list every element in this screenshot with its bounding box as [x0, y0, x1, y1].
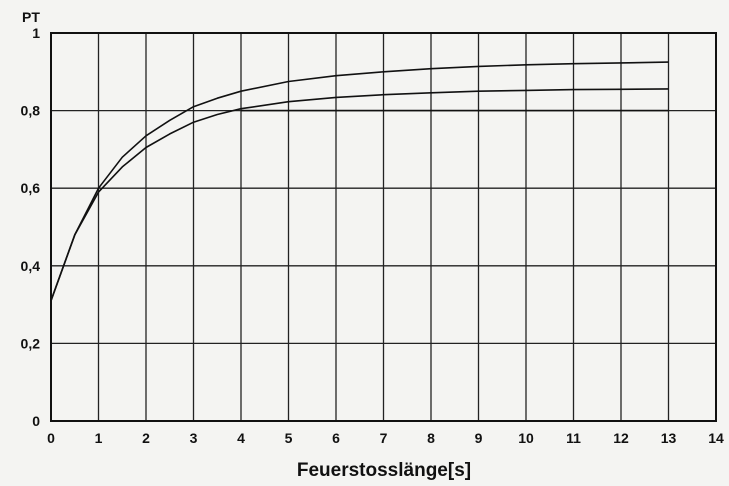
- x-tick-label-8: 8: [427, 430, 435, 446]
- grid: [51, 33, 716, 421]
- y-tick-label-5: 1: [32, 25, 40, 41]
- x-tick-label-12: 12: [613, 430, 629, 446]
- y-tick-label-4: 0,8: [21, 103, 41, 119]
- x-axis-title: Feuerstosslänge[s]: [297, 460, 471, 481]
- series-line-2: [50, 88, 669, 301]
- series-line-1: [50, 61, 669, 301]
- x-tick-label-1: 1: [95, 430, 103, 446]
- x-tick-label-11: 11: [566, 430, 581, 446]
- x-tick-label-4: 4: [237, 430, 245, 446]
- y-tick-label-1: 0,2: [21, 335, 41, 351]
- x-tick-label-14: 14: [708, 430, 724, 446]
- x-tick-label-5: 5: [285, 430, 293, 446]
- y-tick-label-2: 0,4: [21, 258, 41, 274]
- x-tick-label-0: 0: [47, 430, 55, 446]
- y-tick-label-3: 0,6: [21, 180, 41, 196]
- x-tick-label-6: 6: [332, 430, 340, 446]
- plot-frame: [50, 32, 717, 422]
- x-tick-label-7: 7: [380, 430, 388, 446]
- x-tick-label-13: 13: [661, 430, 677, 446]
- x-tick-label-10: 10: [518, 430, 534, 446]
- x-tick-label-3: 3: [190, 430, 198, 446]
- y-axis-title: PT: [22, 9, 40, 25]
- x-tick-labels: 0 1 2 3 4 5 6 7 8 9 10 11 12 13 14: [47, 430, 724, 446]
- y-tick-labels: 0 0,2 0,4 0,6 0,8 1: [21, 25, 41, 429]
- x-tick-label-9: 9: [475, 430, 483, 446]
- series-layer: [50, 61, 669, 301]
- y-tick-label-0: 0: [32, 413, 40, 429]
- x-tick-label-2: 2: [142, 430, 150, 446]
